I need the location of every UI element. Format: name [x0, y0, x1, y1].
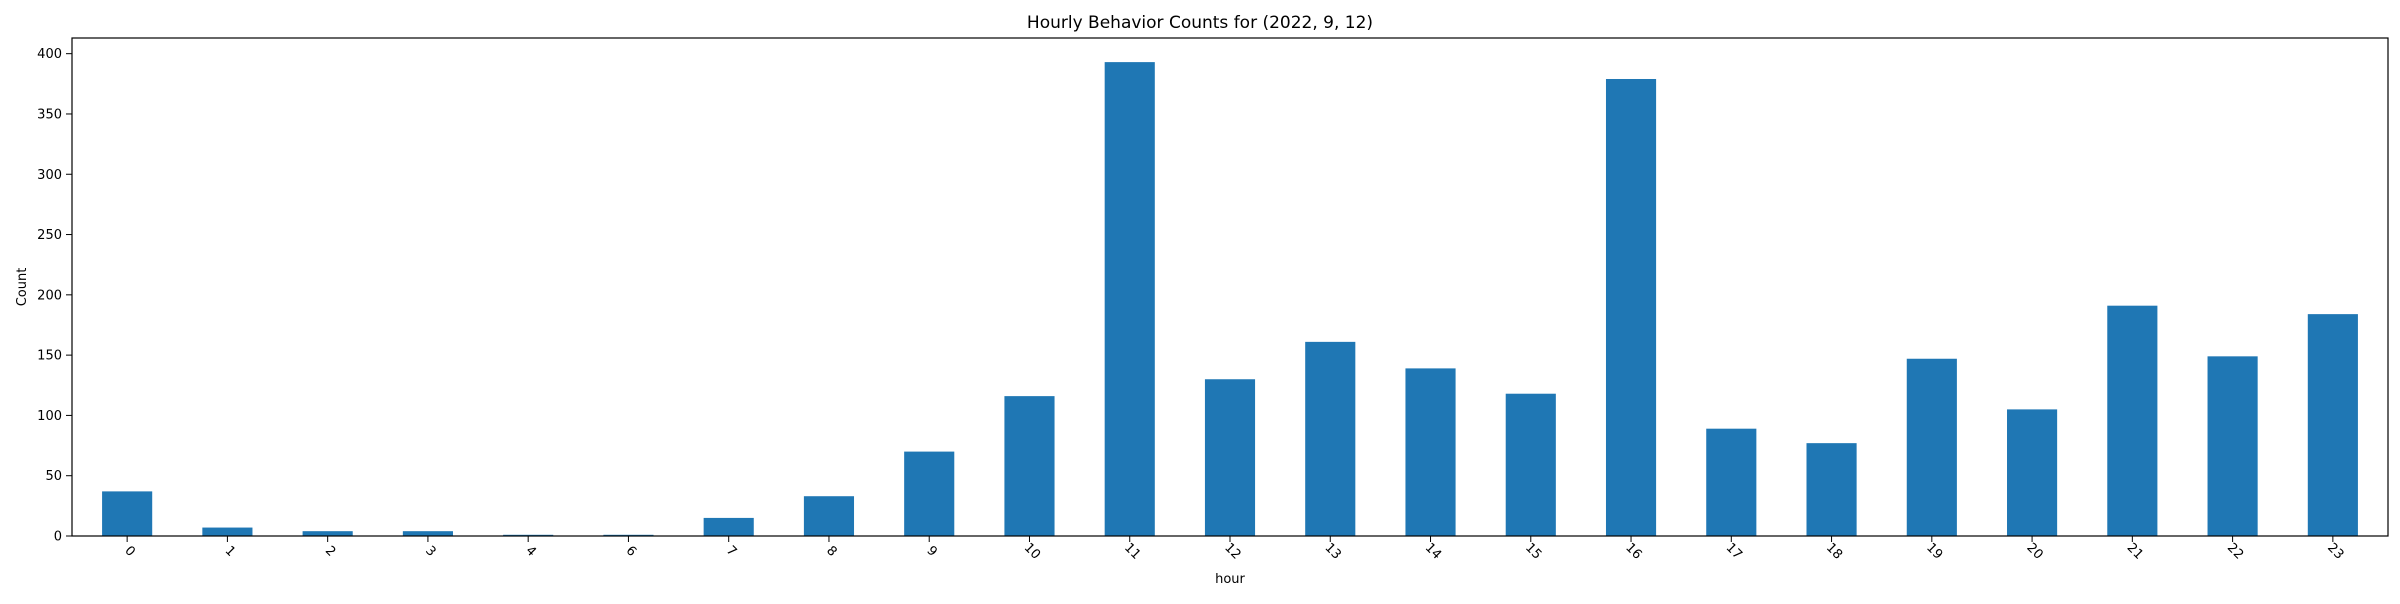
bar-hour-0: [102, 491, 153, 536]
x-tick-label: 10: [1021, 540, 1043, 562]
bar-hour-21: [2107, 305, 2158, 536]
y-tick-label: 300: [37, 168, 62, 183]
x-tick-label: 13: [1322, 540, 1344, 562]
x-tick-label: 11: [1121, 540, 1143, 562]
x-tick-label: 4: [522, 543, 538, 559]
bar-hour-12: [1204, 379, 1256, 536]
x-tick-label: 6: [623, 543, 639, 559]
x-tick-label: 3: [422, 543, 438, 559]
bar-hour-13: [1305, 341, 1356, 536]
x-tick-label: 23: [2324, 540, 2346, 562]
bar-hour-15: [1505, 393, 1556, 536]
bar-hour-4: [503, 534, 554, 536]
bar-hour-20: [2007, 409, 2058, 536]
bar-hour-1: [202, 527, 253, 536]
x-axis-label: hour: [1215, 572, 1245, 587]
bar-hour-10: [1004, 396, 1055, 536]
y-axis-label: Count: [15, 268, 30, 307]
x-tick-label: 8: [823, 543, 839, 559]
bar-hour-14: [1405, 368, 1456, 536]
x-tick-label: 7: [723, 543, 739, 559]
bar-hour-17: [1706, 428, 1757, 536]
x-tick-label: 16: [1622, 540, 1644, 562]
bar-hour-7: [703, 517, 754, 536]
bars-layer: [102, 62, 2358, 537]
y-axis-ticks: 0 50 100 150 200 250 300 350 400: [37, 47, 72, 545]
bar-hour-6: [603, 534, 654, 536]
bar-hour-9: [904, 451, 955, 536]
x-tick-label: 1: [222, 543, 238, 559]
bar-hour-11: [1104, 62, 1155, 537]
x-tick-label: 14: [1422, 540, 1444, 562]
y-tick-label: 0: [54, 530, 62, 545]
x-tick-label: 2: [322, 543, 338, 559]
y-tick-label: 100: [37, 409, 62, 424]
x-tick-label: 15: [1522, 540, 1544, 562]
bar-hour-8: [803, 496, 855, 536]
x-tick-label: 21: [2124, 540, 2146, 562]
bar-hour-16: [1605, 78, 1657, 536]
x-tick-label: 17: [1723, 540, 1745, 562]
y-tick-label: 150: [37, 349, 62, 364]
x-tick-label: 20: [2023, 540, 2045, 562]
bar-hour-3: [402, 531, 453, 536]
x-tick-label: 18: [1823, 540, 1845, 562]
bar-hour-2: [302, 531, 353, 536]
bar-hour-23: [2307, 314, 2358, 536]
x-tick-label: 9: [923, 543, 939, 559]
x-tick-label: 12: [1221, 540, 1243, 562]
y-tick-label: 50: [45, 469, 62, 484]
bar-hour-18: [1806, 443, 1857, 536]
y-tick-label: 400: [37, 47, 62, 62]
x-tick-label: 0: [121, 543, 137, 559]
x-axis-ticks: 0 1 2 3 4 6 7 8 9 10 11 12 13 14 15 16 17 18 19 20 21 22 23: [121, 536, 2346, 563]
y-tick-label: 350: [37, 107, 62, 122]
chart-title: Hourly Behavior Counts for (2022, 9, 12): [1027, 13, 1373, 33]
plot-frame: [71, 37, 2389, 537]
x-tick-label: 22: [2224, 540, 2246, 562]
y-tick-label: 200: [37, 288, 62, 303]
bar-hour-22: [2207, 356, 2258, 536]
bar-hour-19: [1906, 358, 1957, 536]
y-tick-label: 250: [37, 228, 62, 243]
x-tick-label: 19: [1923, 540, 1945, 562]
